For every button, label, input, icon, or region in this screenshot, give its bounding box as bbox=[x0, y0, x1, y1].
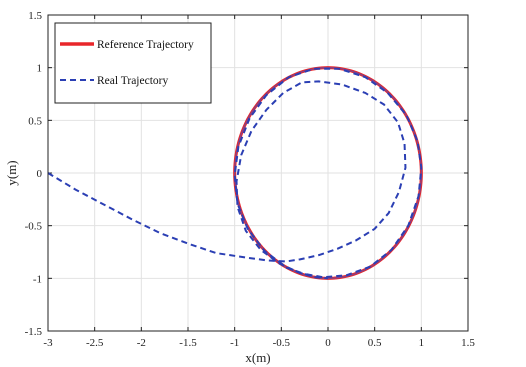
legend-reference-label: Reference Trajectory bbox=[97, 39, 194, 51]
x-tick-label: -3 bbox=[43, 337, 53, 349]
series-layer bbox=[47, 66, 423, 280]
y-tick-label: 0 bbox=[37, 168, 43, 180]
y-tick-label: -0.5 bbox=[25, 221, 43, 233]
y-tick-label: 0.5 bbox=[28, 115, 42, 127]
x-axis-label: x(m) bbox=[245, 350, 270, 365]
y-tick-label: 1 bbox=[37, 63, 43, 75]
x-tick-label: 0.5 bbox=[368, 337, 382, 349]
x-tick-label: -1 bbox=[230, 337, 239, 349]
x-tick-label: 1 bbox=[419, 337, 425, 349]
legend-box bbox=[54, 22, 212, 104]
legend-real-label: Real Trajectory bbox=[97, 75, 168, 87]
x-tick-label: 0 bbox=[325, 337, 331, 349]
tick-layer: -3 -2.5 -2 -1.5 -1 -0.5 0 0.5 1 1.5 1.5 1 0.5 0 -0.5 -1… bbox=[25, 10, 476, 349]
y-axis-label: y(m) bbox=[4, 160, 19, 185]
y-tick-label: -1.5 bbox=[25, 326, 43, 338]
y-tick-label: -1 bbox=[33, 273, 42, 285]
x-tick-label: -2 bbox=[137, 337, 146, 349]
real-trajectory-line bbox=[47, 67, 423, 280]
x-tick-label: -0.5 bbox=[273, 337, 291, 349]
plot-frame bbox=[47, 14, 469, 332]
legend: Reference Trajectory Real Trajectory bbox=[54, 22, 212, 104]
y-tick-label: 1.5 bbox=[28, 10, 42, 22]
x-tick-label: 1.5 bbox=[461, 337, 475, 349]
x-tick-label: -2.5 bbox=[86, 337, 104, 349]
x-tick-label: -1.5 bbox=[179, 337, 197, 349]
